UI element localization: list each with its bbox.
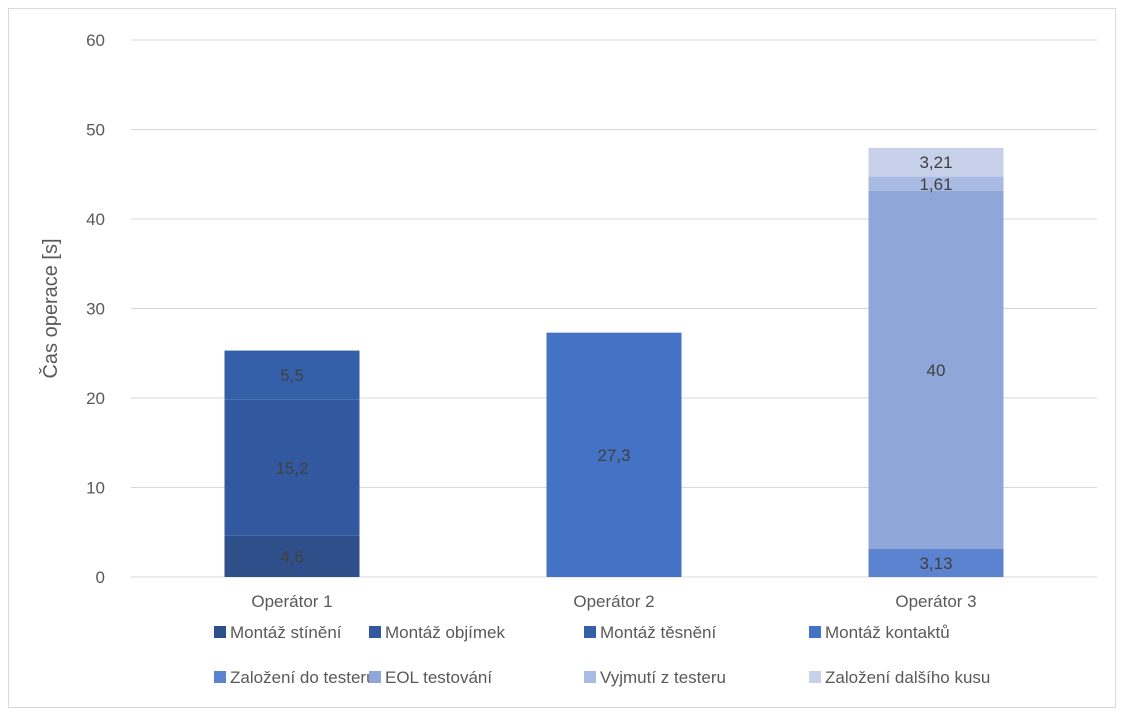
y-axis-title: Čas operace [s] — [39, 238, 62, 378]
y-axis-ticks: 0 10 20 30 40 50 60 — [86, 31, 105, 587]
chart-frame: 0 10 20 30 40 50 60 4,6 15,2 5,5 27,3 3,13 40 1,61 3,… — [8, 8, 1116, 708]
y-tick-label: 60 — [86, 31, 105, 50]
x-category-label: Operátor 3 — [895, 592, 976, 611]
legend-label: Založení dalšího kusu — [825, 668, 990, 687]
x-category-label: Operátor 1 — [251, 592, 332, 611]
bar-segment — [224, 350, 360, 400]
legend-label: EOL testování — [385, 668, 492, 687]
legend-label: Montáž stínění — [230, 623, 342, 642]
bar-segment — [224, 535, 360, 577]
stacked-bar-chart: 0 10 20 30 40 50 60 4,6 15,2 5,5 27,3 3,13 40 1,61 3,… — [39, 31, 1097, 687]
legend-swatch — [214, 671, 226, 683]
legend-label: Montáž kontaktů — [825, 623, 950, 642]
y-tick-label: 50 — [86, 121, 105, 140]
legend-label: Montáž těsnění — [600, 623, 717, 642]
legend-label: Montáž objímek — [385, 623, 505, 642]
y-tick-label: 20 — [86, 389, 105, 408]
segment-value-label: 4,6 — [280, 547, 304, 566]
legend-swatch — [809, 626, 821, 638]
y-tick-label: 30 — [86, 300, 105, 319]
legend-swatch — [214, 626, 226, 638]
legend: Montáž stínění Montáž objímek Montáž těsně… — [214, 623, 990, 687]
y-tick-label: 10 — [86, 479, 105, 498]
segment-value-label: 1,61 — [919, 175, 952, 194]
segment-value-label: 15,2 — [275, 459, 308, 478]
segment-value-label: 3,13 — [919, 554, 952, 573]
y-tick-label: 40 — [86, 210, 105, 229]
bar-segment — [224, 399, 360, 536]
bar-segment — [546, 332, 682, 577]
bar-segment — [868, 548, 1004, 577]
legend-swatch — [809, 671, 821, 683]
segment-value-label: 40 — [927, 361, 946, 380]
bar-segments — [224, 147, 1004, 577]
legend-swatch — [584, 671, 596, 683]
x-category-label: Operátor 2 — [573, 592, 654, 611]
legend-swatch — [584, 626, 596, 638]
legend-swatch — [369, 671, 381, 683]
bar-segment — [868, 147, 1004, 177]
legend-swatch — [369, 626, 381, 638]
segment-value-label: 27,3 — [597, 446, 630, 465]
legend-label: Vyjmutí z testeru — [600, 668, 726, 687]
segment-value-label: 3,21 — [919, 153, 952, 172]
x-axis-labels: Operátor 1 Operátor 2 Operátor 3 — [251, 592, 976, 611]
legend-label: Založení do testeru — [230, 668, 376, 687]
y-tick-label: 0 — [96, 568, 105, 587]
segment-labels: 4,6 15,2 5,5 27,3 3,13 40 1,61 3,21 — [275, 153, 952, 573]
bar-segment — [868, 176, 1004, 191]
segment-value-label: 5,5 — [280, 366, 304, 385]
bar-segment — [868, 190, 1004, 549]
